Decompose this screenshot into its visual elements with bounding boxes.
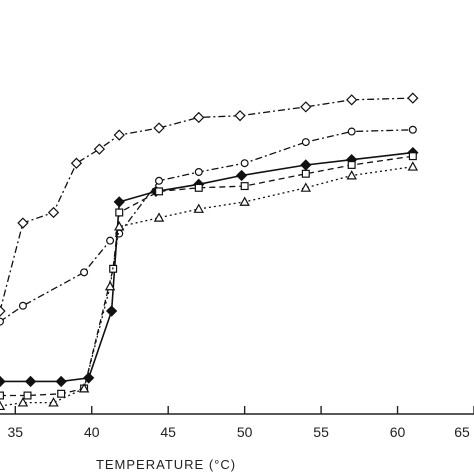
x-tick-label: 55 xyxy=(313,424,329,440)
data-point xyxy=(0,391,5,400)
data-point xyxy=(93,143,106,155)
data-point xyxy=(24,375,37,388)
data-point xyxy=(300,101,312,113)
data-point xyxy=(408,152,417,161)
data-point xyxy=(235,169,248,182)
x-axis-title: TEMPERATURE (°C) xyxy=(96,457,236,472)
data-point xyxy=(104,280,116,291)
data-point xyxy=(23,391,32,400)
data-point xyxy=(301,169,310,178)
data-point xyxy=(114,221,125,231)
data-point xyxy=(113,196,125,208)
data-point xyxy=(153,122,165,134)
data-point xyxy=(347,127,356,136)
data-point xyxy=(70,157,83,169)
data-point xyxy=(0,400,6,411)
x-tick-label: 60 xyxy=(390,424,406,440)
series-4 xyxy=(0,152,417,400)
data-point xyxy=(115,208,124,217)
series-line xyxy=(0,166,413,407)
data-point xyxy=(0,317,4,326)
data-point xyxy=(18,301,27,310)
data-point xyxy=(301,138,310,147)
series-line xyxy=(0,155,413,397)
data-point xyxy=(347,160,356,169)
series-1 xyxy=(0,92,419,317)
data-point xyxy=(193,203,204,213)
data-point xyxy=(407,161,419,171)
data-point xyxy=(234,110,246,122)
series-line xyxy=(0,151,413,383)
data-point xyxy=(0,375,6,388)
data-point xyxy=(17,217,29,229)
series-5 xyxy=(0,161,419,411)
data-point xyxy=(80,268,89,277)
data-point xyxy=(153,212,165,222)
data-point xyxy=(17,397,29,407)
data-point xyxy=(78,383,90,393)
data-point xyxy=(239,196,250,206)
data-point xyxy=(155,187,164,196)
data-point xyxy=(300,159,312,171)
data-point xyxy=(194,183,203,192)
data-point xyxy=(106,236,115,245)
data-point xyxy=(57,389,66,398)
data-point xyxy=(193,111,205,124)
data-point xyxy=(48,397,59,407)
x-axis-ticks: 35 40 45 50 55 60 65 xyxy=(8,406,474,440)
plot-area xyxy=(0,92,419,411)
data-point xyxy=(0,305,6,317)
data-point xyxy=(346,94,358,106)
data-point xyxy=(113,129,125,141)
x-tick-label: 65 xyxy=(454,424,470,440)
data-point xyxy=(47,206,60,219)
data-point xyxy=(407,92,419,104)
data-point xyxy=(300,182,312,192)
data-point xyxy=(194,168,203,177)
data-point xyxy=(105,305,118,317)
series-3 xyxy=(0,146,419,388)
x-tick-label: 50 xyxy=(237,424,253,440)
series-line xyxy=(0,97,413,312)
series-2 xyxy=(0,125,417,326)
data-point xyxy=(55,375,67,388)
x-tick-label: 45 xyxy=(160,424,176,440)
data-point xyxy=(155,176,164,185)
data-point xyxy=(240,182,249,191)
data-point xyxy=(346,170,357,180)
data-point xyxy=(408,125,417,134)
x-tick-label: 40 xyxy=(84,424,100,440)
data-point xyxy=(240,159,249,168)
x-tick-label: 35 xyxy=(8,424,24,440)
